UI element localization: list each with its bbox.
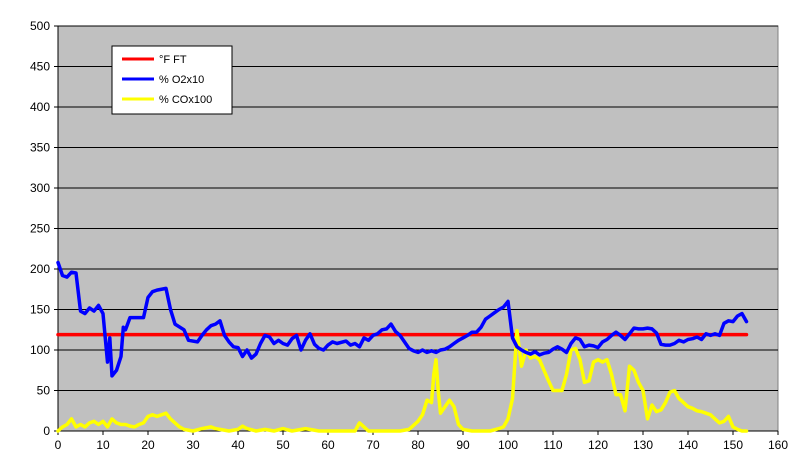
legend: °F FT % O2x10 % COx100 <box>111 45 233 115</box>
legend-label-1: % O2x10 <box>159 74 204 86</box>
x-tick-label: 80 <box>411 438 425 452</box>
x-tick-label: 150 <box>723 438 743 452</box>
x-tick-label: 130 <box>633 438 653 452</box>
y-tick-label: 450 <box>30 60 50 74</box>
x-tick-label: 40 <box>231 438 245 452</box>
series-line-2 <box>56 328 749 433</box>
x-tick-label: 100 <box>498 438 518 452</box>
x-tick-label: 50 <box>276 438 290 452</box>
x-tick-label: 10 <box>96 438 110 452</box>
y-tick-label: 350 <box>30 141 50 155</box>
series-layer <box>56 260 749 433</box>
y-tick-label: 200 <box>30 262 50 276</box>
x-tick-label: 160 <box>768 438 788 452</box>
x-tick-label: 30 <box>186 438 200 452</box>
series-line-1 <box>56 260 749 378</box>
x-tick-label: 0 <box>55 438 62 452</box>
legend-label-0: °F FT <box>159 54 187 66</box>
x-tick-label: 20 <box>141 438 155 452</box>
y-tick-label: 250 <box>30 222 50 236</box>
x-tick-label: 90 <box>456 438 470 452</box>
x-tick-label: 60 <box>321 438 335 452</box>
x-tick-label: 140 <box>678 438 698 452</box>
y-tick-label: 500 <box>30 19 50 33</box>
y-tick-label: 100 <box>30 343 50 357</box>
y-tick-label: 50 <box>37 384 51 398</box>
x-tick-label: 120 <box>588 438 608 452</box>
y-tick-label: 300 <box>30 181 50 195</box>
y-tick-label: 400 <box>30 100 50 114</box>
y-tick-label: 0 <box>43 424 50 438</box>
legend-label-2: % COx100 <box>159 94 212 106</box>
x-tick-label: 70 <box>366 438 380 452</box>
axis-layer: 0 50 100 150 200 250 300 350 400 450 500 0 10 20 30 40 5… <box>30 19 788 452</box>
y-tick-label: 150 <box>30 303 50 317</box>
x-tick-label: 110 <box>543 438 562 452</box>
